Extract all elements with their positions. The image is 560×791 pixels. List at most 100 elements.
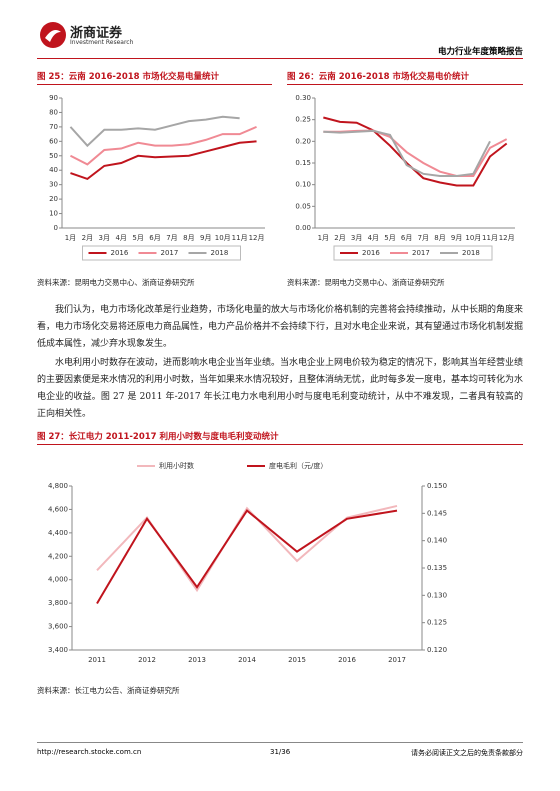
x-tick-label: 3月 [351, 234, 362, 242]
y-tick-label: 20 [49, 195, 58, 203]
y2-tick-label: 0.125 [427, 619, 447, 627]
x-tick-label: 10月 [215, 234, 231, 242]
figure-title: 图 27：长江电力 2011-2017 利用小时数与度电毛利变动统计 [37, 432, 279, 442]
figure-title: 图 26：云南 2016-2018 市场化交易电价统计 [287, 72, 470, 82]
legend-label: 2018 [211, 249, 229, 257]
legend-label: 2017 [412, 249, 430, 257]
x-tick-label: 2月 [82, 234, 93, 242]
chart: 0.00 0.05 0.10 0.15 0.20 0.25 0.30 1月 2月 3月 4月 5月 6月… [295, 94, 515, 261]
y-tick-label: 4,200 [48, 552, 68, 560]
legend-box [82, 245, 241, 261]
page-number: 31/36 [270, 748, 291, 756]
x-tick-label: 5月 [132, 234, 143, 242]
line-series [96, 509, 398, 605]
x-tick-label: 1月 [318, 234, 329, 242]
paragraph: 水电利用小时数存在波动，进而影响水电企业当年业绩。当水电企业上网电价较为稳定的情… [37, 358, 524, 419]
x-tick-label: 8月 [434, 234, 445, 242]
footer-url: http://research.stocke.com.cn [37, 748, 142, 756]
source: 资料来源：昆明电力交易中心、浙商证券研究所 [37, 278, 195, 287]
y-tick-label: 10 [49, 210, 58, 218]
line-series [70, 125, 257, 166]
x-tick-label: 11月 [482, 234, 498, 242]
x-tick-label: 12月 [249, 234, 265, 242]
y-tick-label: 0.05 [295, 202, 311, 210]
source: 资料来源：长江电力公告、浙商证券研究所 [37, 686, 180, 695]
y-tick-label: 4,000 [48, 576, 68, 584]
logo-text: 浙商证券 [70, 26, 123, 41]
x-tick-label: 8月 [183, 234, 194, 242]
figure-rule [37, 84, 272, 85]
y2-tick-label: 0.145 [427, 509, 447, 517]
y-tick-label: 3,600 [48, 623, 68, 631]
y-tick-label: 60 [49, 137, 58, 145]
legend-label: 度电毛利（元/度） [269, 461, 327, 470]
legend-box [333, 245, 493, 261]
x-tick-label: 12月 [499, 234, 515, 242]
x-tick-label: 2016 [338, 656, 356, 664]
y-tick-label: 40 [49, 166, 58, 174]
legend-label: 2018 [462, 249, 480, 257]
y-tick-label: 3,400 [48, 646, 68, 654]
x-tick-label: 4月 [115, 234, 126, 242]
x-tick-label: 2013 [188, 656, 206, 664]
x-tick-label: 10月 [465, 234, 481, 242]
x-tick-label: 2017 [388, 656, 406, 664]
source: 资料来源：昆明电力交易中心、浙商证券研究所 [287, 278, 445, 287]
figure-rule [37, 444, 523, 445]
y-tick-label: 90 [49, 94, 58, 102]
x-tick-label: 6月 [401, 234, 412, 242]
y2-tick-label: 0.140 [427, 537, 447, 545]
y-tick-label: 0.10 [295, 181, 311, 189]
y-tick-label: 30 [49, 181, 58, 189]
logo-icon [40, 22, 66, 48]
y2-tick-label: 0.130 [427, 591, 447, 599]
legend-label: 2017 [161, 249, 179, 257]
y-tick-label: 0.15 [295, 159, 311, 167]
x-tick-label: 7月 [418, 234, 429, 242]
x-tick-label: 2015 [288, 656, 306, 664]
footer-rule [37, 742, 523, 743]
y-tick-label: 80 [49, 108, 58, 116]
y-tick-label: 4,600 [48, 505, 68, 513]
y-tick-label: 4,400 [48, 529, 68, 537]
x-tick-label: 3月 [99, 234, 110, 242]
y2-tick-label: 0.150 [427, 482, 447, 490]
report-name: 电力行业年度策略报告 [437, 47, 523, 57]
y-tick-label: 4,800 [48, 482, 68, 490]
x-tick-label: 6月 [149, 234, 160, 242]
x-tick-label: 2014 [238, 656, 256, 664]
x-tick-label: 4月 [368, 234, 379, 242]
y2-tick-label: 0.135 [427, 564, 447, 572]
x-tick-label: 9月 [200, 234, 211, 242]
disclaimer: 请务必阅读正文之后的免责条款部分 [411, 749, 523, 757]
x-tick-label: 7月 [166, 234, 177, 242]
y2-tick-label: 0.120 [427, 646, 447, 654]
x-tick-label: 2012 [138, 656, 156, 664]
x-tick-label: 5月 [384, 234, 395, 242]
y-tick-label: 0.25 [295, 116, 311, 124]
figure-title: 图 25：云南 2016-2018 市场化交易电量统计 [37, 72, 220, 82]
line-series [323, 116, 508, 187]
y-tick-label: 0.30 [295, 94, 311, 102]
y-tick-label: 50 [49, 152, 58, 160]
line-series [323, 129, 491, 177]
x-tick-label: 9月 [451, 234, 462, 242]
legend-label: 2016 [111, 249, 129, 257]
y-tick-label: 0 [54, 224, 58, 232]
paragraph: 我们认为，电力市场化改革是行业趋势，市场化电量的放大与市场化价格机制的完善将会持… [37, 305, 524, 349]
figure-rule [287, 84, 523, 85]
x-tick-label: 2011 [88, 656, 106, 664]
x-tick-label: 2月 [334, 234, 345, 242]
y-tick-label: 3,800 [48, 599, 68, 607]
legend-label: 2016 [362, 249, 380, 257]
x-tick-label: 1月 [65, 234, 76, 242]
x-tick-label: 11月 [232, 234, 248, 242]
y-tick-label: 0.00 [295, 224, 311, 232]
header-rule [37, 58, 523, 59]
chart: 3,400 3,600 3,800 4,000 4,200 4,400 4,600 4,800… [48, 461, 447, 664]
logo-sub: Investment Research [70, 39, 134, 46]
legend-label: 利用小时数 [159, 461, 194, 470]
y-tick-label: 70 [49, 123, 58, 131]
y-tick-label: 0.20 [295, 137, 311, 145]
